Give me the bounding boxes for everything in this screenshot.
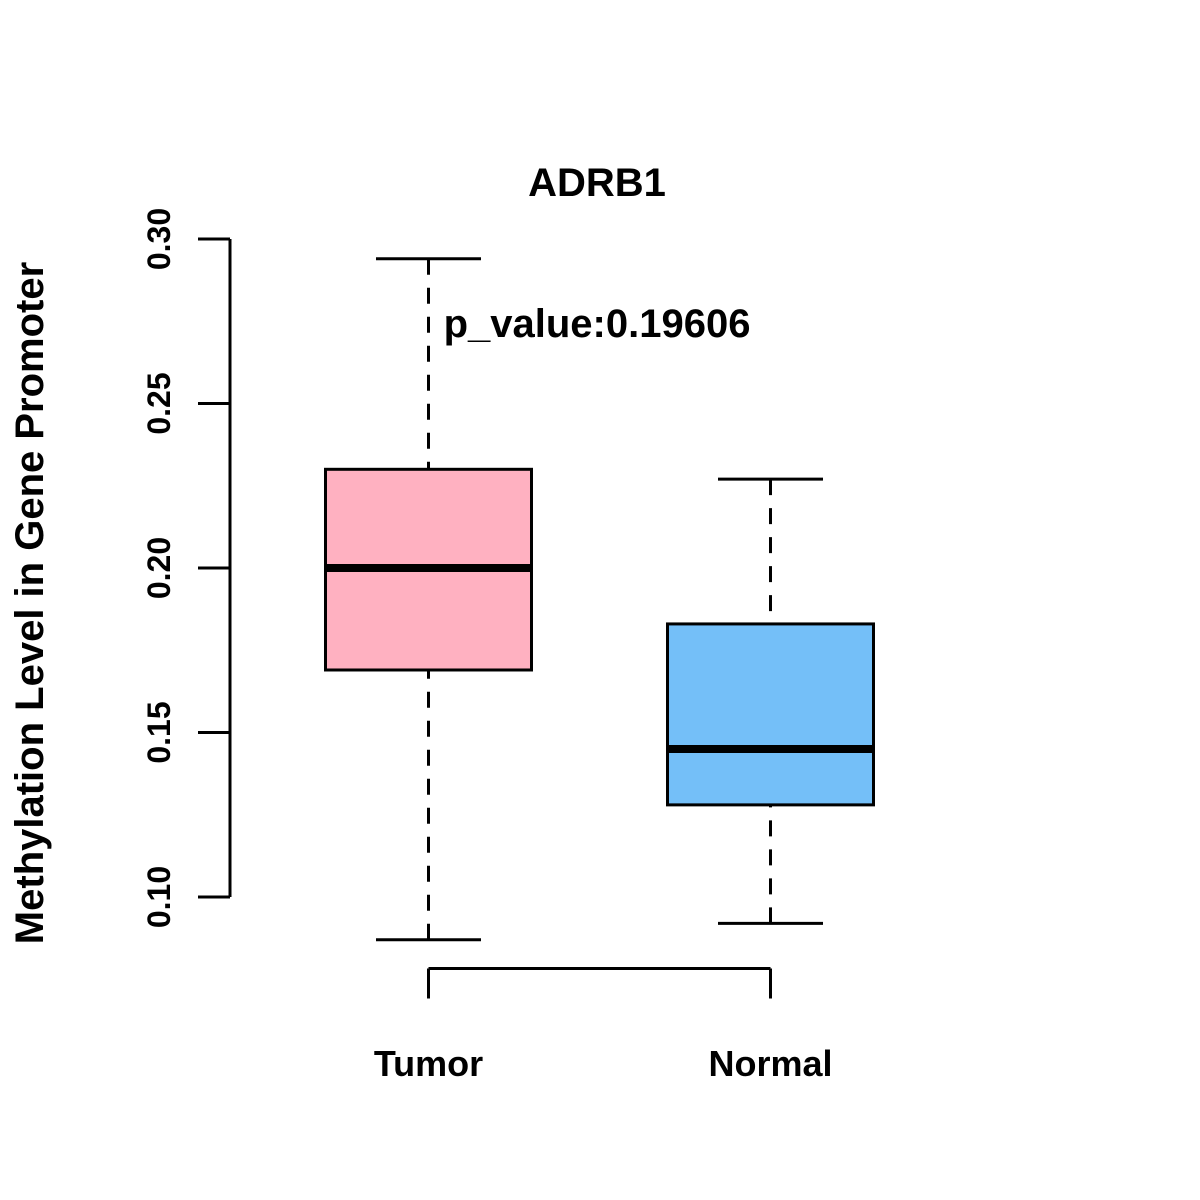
normal-box — [666, 622, 875, 807]
category-label-normal: Normal — [708, 1043, 832, 1084]
y-tick-label: 0.20 — [141, 537, 177, 599]
chart-title-block: ADRB1 p_value:0.19606 — [0, 66, 1194, 442]
chart-subtitle: p_value:0.19606 — [443, 302, 751, 346]
y-tick-label: 0.10 — [141, 866, 177, 928]
y-tick-label: 0.30 — [141, 208, 177, 270]
category-label-tumor: Tumor — [374, 1043, 483, 1084]
y-tick-label: 0.25 — [141, 372, 177, 434]
chart-title: ADRB1 — [528, 161, 666, 205]
y-tick-label: 0.15 — [141, 701, 177, 763]
